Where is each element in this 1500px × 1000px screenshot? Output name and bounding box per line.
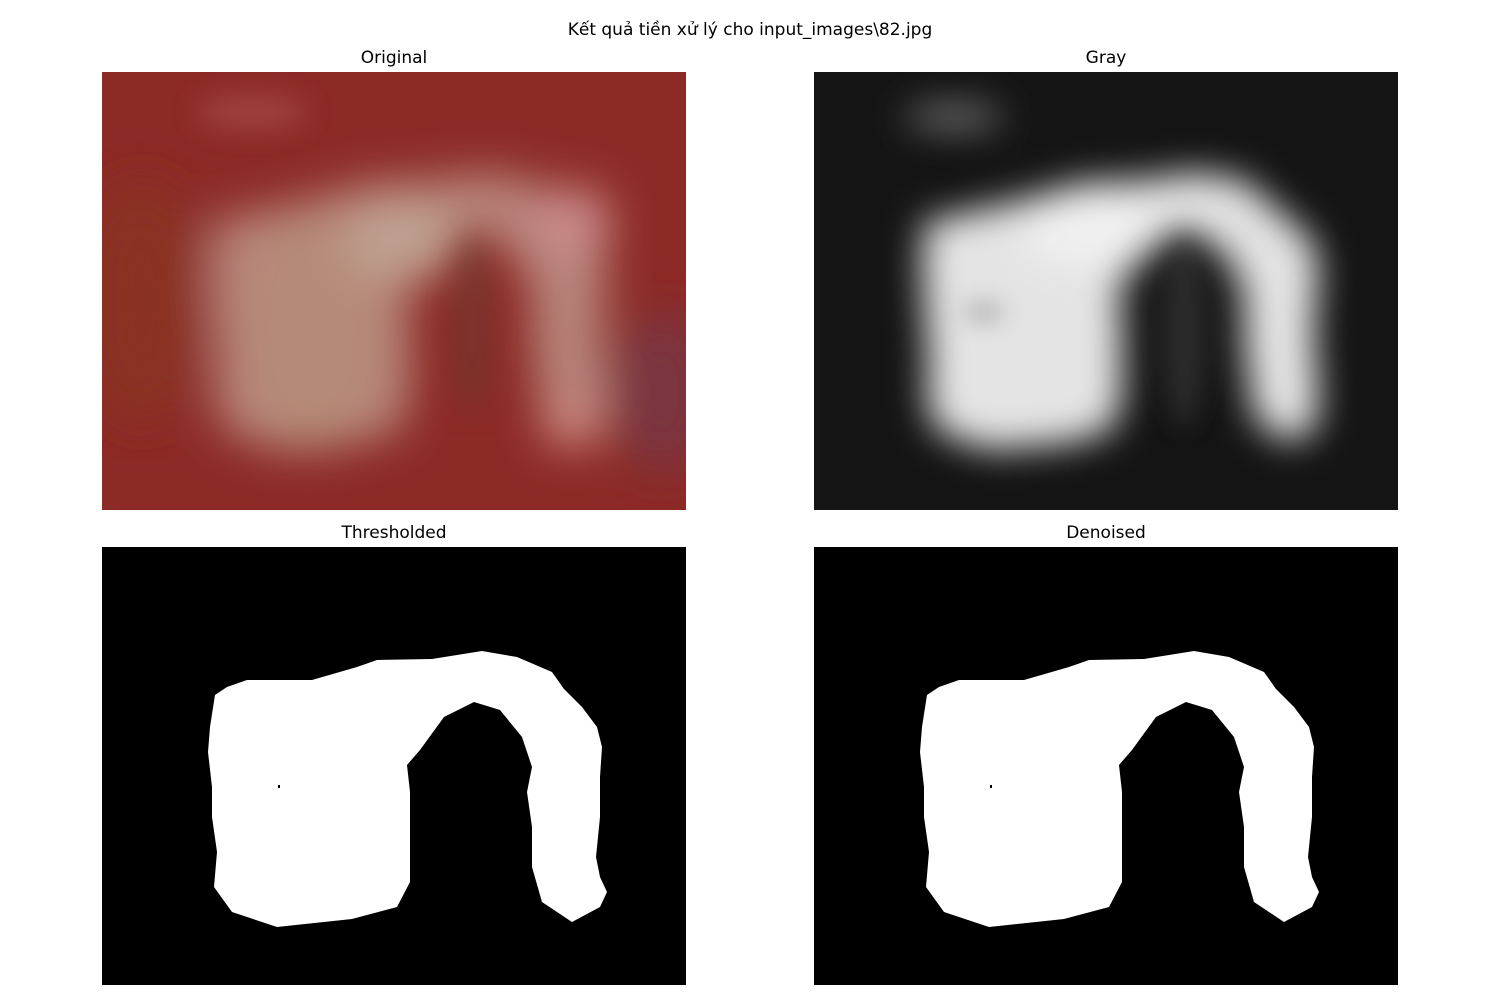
panel-title-gray: Gray	[1085, 48, 1127, 68]
denoised-foreground	[920, 651, 1319, 927]
denoised-image	[814, 547, 1398, 985]
panel-title-original: Original	[360, 48, 428, 68]
figure-title: Kết quả tiền xử lý cho input_images\82.j…	[567, 20, 933, 40]
gray-image-canvas	[814, 72, 1398, 510]
panel-title-thresholded: Thresholded	[341, 523, 447, 543]
thresholded-image	[102, 547, 686, 985]
original-image-canvas	[102, 72, 686, 510]
gray-image	[814, 72, 1398, 510]
panel-title-denoised: Denoised	[1066, 523, 1146, 543]
denoised-speck	[990, 785, 992, 788]
gray-arch-shape	[922, 172, 1319, 450]
thresholded-image-canvas	[102, 547, 686, 985]
denoised-image-canvas	[814, 547, 1398, 985]
original-image	[102, 72, 686, 510]
thresholded-foreground	[208, 651, 607, 927]
thresholded-speck	[278, 785, 280, 788]
